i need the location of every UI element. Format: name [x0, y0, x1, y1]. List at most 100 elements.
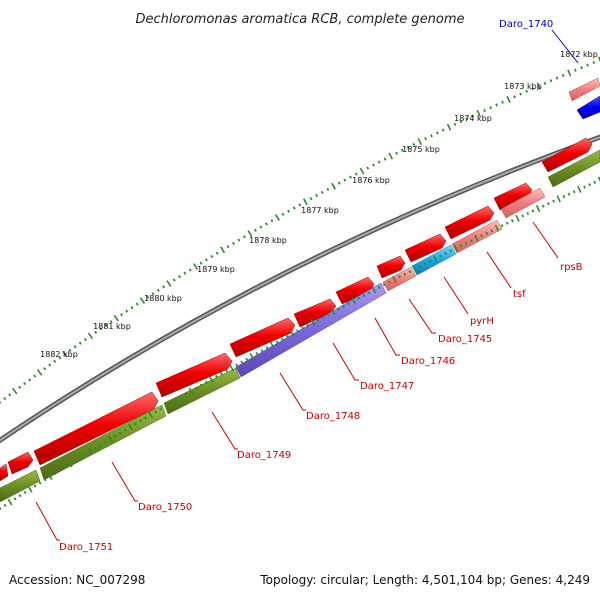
kbp-tick-label: 1878 kbp: [249, 236, 287, 245]
gene-arrow[interactable]: [541, 137, 593, 173]
gene-label-daro-1746[interactable]: Daro_1746: [401, 356, 455, 367]
gene-feature-tsf[interactable]: [451, 219, 503, 254]
outer-ring-minor-tick: [232, 241, 235, 245]
inner-ring-major-tick: [168, 399, 174, 407]
outer-ring-major-tick: [567, 69, 572, 77]
outer-ring-minor-tick: [525, 89, 529, 93]
outer-ring-minor-tick: [48, 363, 52, 367]
outer-ring-major-tick: [193, 263, 199, 270]
outer-ring-minor-tick: [199, 261, 203, 265]
outer-ring-minor-tick: [574, 68, 577, 72]
inner-ring-major-tick: [412, 265, 418, 273]
inner-ring-minor-tick: [547, 202, 550, 206]
outer-ring-minor-tick: [298, 203, 302, 207]
inner-ring-major-tick: [433, 255, 438, 263]
inner-ring-minor-tick: [382, 283, 386, 287]
inner-ring-minor-tick: [469, 239, 473, 243]
gene-arrow[interactable]: [33, 391, 159, 466]
gene-label-pyrh[interactable]: pyrH: [470, 316, 494, 327]
gene-arrow[interactable]: [7, 451, 34, 475]
inner-ring-minor-tick: [541, 204, 545, 208]
inner-ring-major-tick: [535, 205, 541, 213]
inner-ring-minor-tick: [58, 468, 62, 472]
leader-daro-1746: [374, 317, 400, 356]
gene-label-daro-1745[interactable]: Daro_1745: [438, 334, 492, 345]
inner-ring-minor-tick: [377, 285, 381, 289]
inner-tick-ring: [0, 176, 600, 511]
outer-ring-minor-tick: [151, 292, 155, 296]
inner-ring-minor-tick: [459, 244, 463, 248]
leader-rpsb: [532, 221, 559, 259]
gene-feature-daro-1740[interactable]: [576, 95, 600, 120]
outer-ring-major-tick: [359, 167, 365, 175]
inner-ring-minor-tick: [531, 209, 535, 213]
outer-ring-minor-tick: [94, 330, 98, 334]
outer-ring-minor-tick: [543, 81, 547, 85]
gene-feature-pink[interactable]: [568, 77, 600, 102]
inner-ring-minor-tick: [38, 481, 42, 485]
inner-ring-minor-tick: [362, 293, 366, 297]
inner-ring-major-tick: [597, 176, 600, 182]
gene-arrow[interactable]: [404, 233, 447, 263]
outer-ring-minor-tick: [377, 160, 381, 164]
inner-ring-major-tick: [87, 448, 93, 455]
gene-arrow[interactable]: [229, 317, 296, 358]
inner-ring-major-tick: [556, 195, 561, 203]
inner-ring-minor-tick: [464, 241, 468, 245]
outer-ring-major-tick: [597, 56, 600, 63]
gene-label-daro-1751[interactable]: Daro_1751: [59, 542, 113, 553]
kbp-tick-label: 1881 kbp: [93, 322, 131, 331]
inner-ring-major-tick: [67, 460, 73, 468]
gene-arrow[interactable]: [376, 255, 406, 279]
inner-ring-minor-tick: [510, 219, 514, 223]
outer-ring-minor-tick: [501, 100, 504, 104]
inner-ring-minor-tick: [194, 386, 198, 390]
outer-ring-minor-tick: [281, 212, 285, 216]
inner-ring-minor-tick: [139, 419, 143, 423]
inner-ring-major-tick: [47, 473, 53, 480]
inner-ring-major-tick: [107, 435, 113, 443]
outer-ring-minor-tick: [120, 313, 124, 317]
gene-label-daro-1749[interactable]: Daro_1749: [237, 450, 291, 461]
gene-arrow[interactable]: [293, 298, 337, 328]
gene-arrow[interactable]: [444, 205, 495, 240]
inner-ring-minor-tick: [567, 192, 571, 196]
outer-ring-minor-tick: [109, 320, 113, 324]
outer-ring-minor-tick: [135, 302, 139, 306]
inner-ring-minor-tick: [245, 357, 249, 361]
gene-arrow[interactable]: [0, 463, 9, 482]
inner-ring-major-tick: [249, 352, 255, 360]
gene-feature-rpsb[interactable]: [500, 187, 546, 219]
gene-feature-daro-1745[interactable]: [382, 266, 417, 292]
inner-ring-major-tick: [269, 341, 275, 349]
inner-ring-major-tick: [188, 387, 194, 395]
inner-ring-minor-tick: [306, 323, 310, 327]
inner-ring-minor-tick: [154, 410, 158, 414]
outer-ring-minor-tick: [292, 206, 296, 210]
outer-ring-minor-tick: [337, 181, 341, 185]
gene-label-daro-1748[interactable]: Daro_1748: [306, 411, 360, 422]
gene-label-daro-1747[interactable]: Daro_1747: [360, 381, 414, 392]
outer-ring-minor-tick: [383, 157, 387, 161]
outer-ring-major-tick: [11, 387, 18, 395]
inner-ring-major-tick: [7, 498, 13, 506]
outer-ring-minor-tick: [68, 348, 72, 352]
gene-feature-daro-1748[interactable]: [235, 282, 387, 378]
gene-label-tsf[interactable]: tsf: [513, 289, 526, 300]
outer-ring-minor-tick: [99, 327, 103, 331]
gene-label-daro-1740[interactable]: Daro_1740: [499, 19, 553, 30]
inner-ring-minor-tick: [423, 262, 427, 266]
inner-ring-minor-tick: [480, 234, 483, 238]
outer-ring-major-tick: [476, 109, 481, 117]
inner-ring-minor-tick: [336, 307, 340, 311]
outer-ring-minor-tick: [354, 172, 358, 176]
leader-daro-1750: [111, 461, 138, 502]
inner-ring-minor-tick: [235, 363, 239, 367]
leader-tsf: [486, 251, 512, 289]
gene-label-rpsb[interactable]: rpsB: [560, 262, 583, 273]
gene-feature-olive[interactable]: [547, 149, 600, 188]
outer-ring-minor-tick: [162, 285, 166, 289]
gene-feature-daro-1751[interactable]: [0, 469, 41, 503]
gene-label-daro-1750[interactable]: Daro_1750: [138, 502, 192, 513]
